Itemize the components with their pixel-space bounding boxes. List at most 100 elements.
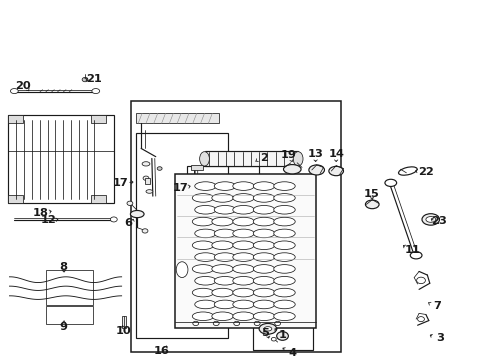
Ellipse shape [253, 253, 274, 261]
Text: 7: 7 [432, 301, 440, 311]
Ellipse shape [194, 300, 216, 309]
Ellipse shape [421, 214, 439, 225]
Bar [186, 166, 259, 320]
Ellipse shape [253, 288, 274, 297]
Ellipse shape [214, 229, 235, 238]
Ellipse shape [130, 211, 144, 218]
Ellipse shape [214, 182, 235, 190]
Ellipse shape [273, 206, 295, 214]
Ellipse shape [110, 217, 117, 222]
Ellipse shape [232, 194, 254, 202]
Ellipse shape [214, 276, 235, 285]
Ellipse shape [417, 317, 424, 321]
Ellipse shape [253, 241, 274, 249]
Ellipse shape [232, 300, 254, 309]
Ellipse shape [10, 89, 18, 94]
Ellipse shape [273, 241, 295, 249]
Ellipse shape [211, 241, 233, 249]
Ellipse shape [232, 288, 254, 297]
Ellipse shape [232, 182, 254, 190]
Bar [91, 115, 105, 123]
Bar [131, 101, 340, 352]
Bar [45, 306, 93, 324]
Ellipse shape [92, 89, 100, 94]
Text: 16: 16 [153, 346, 169, 356]
Ellipse shape [232, 241, 254, 249]
Ellipse shape [211, 288, 233, 297]
Bar [122, 316, 126, 328]
Ellipse shape [199, 152, 209, 166]
Ellipse shape [192, 265, 213, 273]
Bar [8, 115, 22, 123]
Ellipse shape [253, 206, 274, 214]
Text: 2: 2 [260, 153, 267, 163]
Text: 9: 9 [59, 322, 67, 332]
Ellipse shape [253, 312, 274, 320]
Text: 6: 6 [124, 218, 132, 228]
Text: 15: 15 [363, 189, 378, 199]
Bar [8, 116, 114, 203]
Ellipse shape [232, 206, 254, 214]
Ellipse shape [273, 194, 295, 202]
Ellipse shape [232, 229, 254, 238]
Text: 3: 3 [436, 333, 444, 343]
Text: 13: 13 [306, 149, 323, 159]
Ellipse shape [176, 262, 187, 278]
Text: 14: 14 [327, 149, 344, 159]
Ellipse shape [146, 190, 153, 193]
Ellipse shape [142, 162, 150, 166]
Ellipse shape [308, 165, 324, 175]
Ellipse shape [271, 337, 276, 341]
Ellipse shape [143, 176, 149, 180]
Ellipse shape [328, 166, 343, 176]
Ellipse shape [232, 276, 254, 285]
Ellipse shape [127, 201, 133, 206]
Ellipse shape [253, 265, 274, 273]
Text: 17: 17 [112, 178, 128, 188]
Ellipse shape [273, 217, 295, 226]
Ellipse shape [253, 182, 274, 190]
Ellipse shape [276, 332, 288, 340]
Ellipse shape [253, 194, 274, 202]
Text: 4: 4 [288, 348, 296, 358]
Bar [190, 165, 202, 170]
Text: 20: 20 [15, 81, 30, 91]
Text: 11: 11 [404, 245, 420, 255]
Ellipse shape [273, 300, 295, 309]
Bar [91, 195, 105, 203]
Text: 23: 23 [431, 216, 447, 226]
Ellipse shape [264, 327, 271, 331]
Ellipse shape [211, 312, 233, 320]
Ellipse shape [273, 265, 295, 273]
Ellipse shape [233, 321, 239, 325]
Ellipse shape [254, 321, 260, 325]
Ellipse shape [384, 179, 396, 186]
Ellipse shape [232, 265, 254, 273]
Text: 5: 5 [261, 328, 268, 338]
Ellipse shape [192, 241, 213, 249]
Bar [192, 184, 201, 188]
Ellipse shape [425, 217, 435, 222]
Ellipse shape [274, 321, 280, 325]
Text: 19: 19 [280, 150, 296, 160]
Ellipse shape [192, 312, 213, 320]
Ellipse shape [192, 217, 213, 226]
Ellipse shape [253, 229, 274, 238]
Bar [144, 178, 150, 184]
Ellipse shape [259, 323, 276, 334]
Ellipse shape [232, 253, 254, 261]
Ellipse shape [211, 265, 233, 273]
Ellipse shape [192, 288, 213, 297]
Text: 10: 10 [116, 325, 131, 336]
Ellipse shape [293, 152, 303, 166]
Ellipse shape [283, 165, 301, 174]
Bar [253, 305, 312, 350]
Ellipse shape [197, 192, 202, 195]
Ellipse shape [409, 252, 421, 259]
Ellipse shape [273, 182, 295, 190]
Ellipse shape [273, 229, 295, 238]
Text: 1: 1 [278, 330, 286, 340]
Text: 22: 22 [417, 167, 433, 177]
Bar [136, 133, 227, 338]
Ellipse shape [196, 183, 202, 188]
